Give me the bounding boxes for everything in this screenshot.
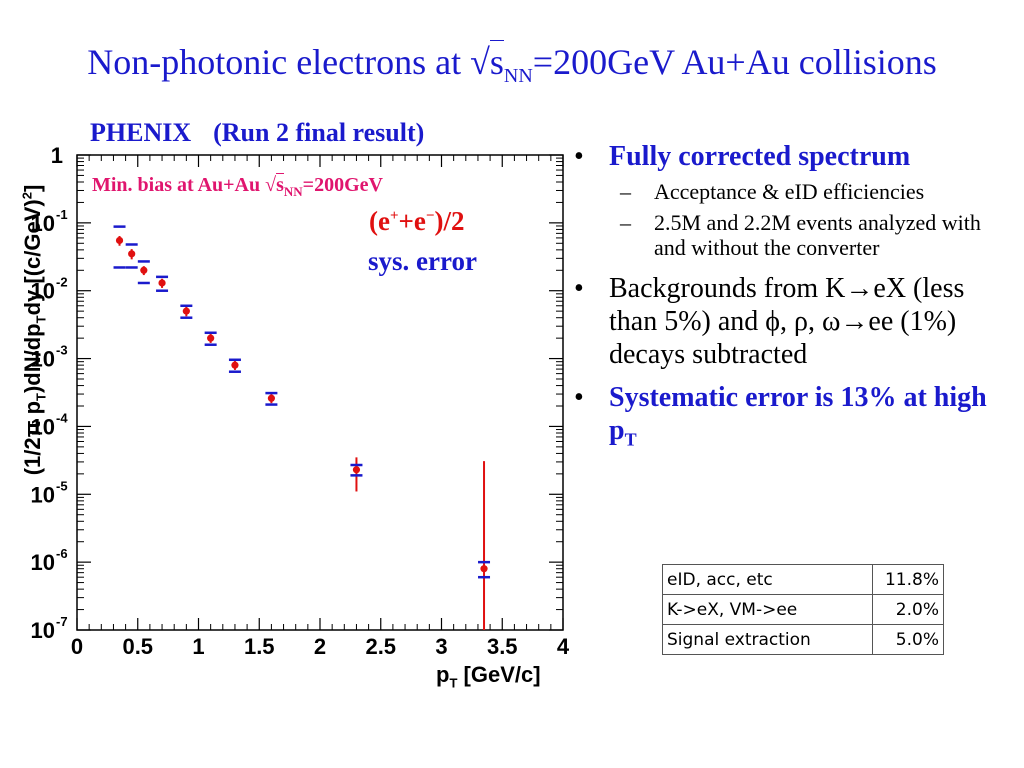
minbias-sqrt: √ — [265, 174, 277, 196]
table-cell-value: 2.0% — [872, 594, 944, 625]
data-point — [140, 266, 148, 274]
ylabel-sup: 2 — [19, 192, 35, 200]
y-tick-label: 10 — [31, 279, 55, 304]
sub-bullet-item: – Acceptance & eID efficiencies — [620, 179, 1014, 204]
ylabel-part: (1/2 — [19, 437, 45, 476]
systematics-table: eID, acc, etc 11.8% K->eX, VM->ee 2.0% S… — [662, 564, 944, 655]
ylabel-pi: π — [19, 420, 45, 438]
table-cell-name: Signal extraction — [662, 624, 873, 655]
y-tick-exponent: -5 — [56, 478, 68, 493]
bullet-marker: • — [574, 273, 584, 304]
table-row: K->eX, VM->ee 2.0% — [662, 594, 944, 625]
bullet-list: • Fully corrected spectrum – Acceptance … — [574, 140, 1014, 463]
bullet-item: • Fully corrected spectrum — [574, 140, 1014, 173]
minbias-s: s — [276, 173, 284, 196]
table-cell-name: eID, acc, etc — [662, 564, 873, 595]
x-tick-label: 0.5 — [122, 634, 153, 659]
legend-ee-minus: − — [425, 208, 435, 224]
chart-title: PHENIX (Run 2 final result) — [90, 118, 424, 148]
x-tick-label: 2.5 — [365, 634, 396, 659]
y-tick-exponent: -6 — [56, 546, 68, 561]
chart-title-run: (Run 2 final result) — [213, 118, 425, 147]
y-tick-label: 10 — [31, 347, 55, 372]
x-axis-label: pT [GeV/c] — [436, 662, 541, 690]
sqrt-symbol: √ — [470, 42, 490, 82]
ylabel-part: )dN/dp — [19, 323, 45, 394]
data-point — [231, 361, 239, 369]
dash-marker: – — [620, 210, 631, 235]
data-point — [128, 250, 136, 258]
y-tick-label: 10 — [31, 211, 55, 236]
data-point — [182, 307, 190, 315]
bullet-text-corrected: Fully corrected spectrum — [609, 141, 911, 172]
x-tick-label: 0 — [71, 634, 83, 659]
y-tick-label: 10 — [31, 482, 55, 507]
y-tick-label: 10 — [31, 550, 55, 575]
title-sub: NN — [503, 65, 533, 88]
title-s: s — [489, 40, 504, 82]
y-tick-exponent: -3 — [56, 343, 68, 358]
data-point — [115, 236, 124, 245]
sub-bullet-item: – 2.5M and 2.2M events analyzed with and… — [620, 210, 1014, 260]
table-cell-value: 11.8% — [872, 564, 944, 595]
legend-sys-error: sys. error — [368, 246, 477, 276]
sub-bullet-acceptance: Acceptance & eID efficiencies — [654, 179, 925, 204]
dash-marker: – — [620, 179, 631, 204]
xlabel-rest: [GeV/c] — [457, 662, 541, 687]
y-tick-exponent: -7 — [56, 614, 68, 629]
table-cell-value: 5.0% — [872, 624, 944, 655]
legend-ee-close: )/2 — [434, 206, 465, 236]
bullet-text-systematic: Systematic error is 13% at high p — [609, 382, 987, 446]
xlabel-p: p — [436, 662, 450, 687]
bullet-item: • Systematic error is 13% at high pT — [574, 381, 1014, 457]
bullet-item: • Backgrounds from K→eX (less than 5%) a… — [574, 272, 1014, 371]
bullet-text-backgrounds: Backgrounds from K→eX (less than 5%) and… — [609, 273, 965, 370]
slide-title: Non-photonic electrons at √sNN=200GeV Au… — [0, 40, 1024, 98]
title-prefix: Non-photonic electrons at — [87, 42, 471, 82]
data-point — [158, 279, 166, 287]
y-tick-label: 10 — [31, 618, 55, 643]
y-tick-label: 10 — [31, 414, 55, 439]
y-tick-exponent: -1 — [56, 207, 68, 222]
x-tick-label: 1 — [192, 634, 204, 659]
minbias-annotation: Min. bias at Au+Au √sNN=200GeV — [92, 173, 383, 200]
legend-ee-open: (e — [369, 206, 390, 236]
ylabel-sub: T — [33, 315, 49, 324]
ylabel-sub: T — [33, 393, 49, 401]
legend-ee-plus: + — [389, 208, 399, 224]
bullet-text-sub: T — [624, 429, 637, 450]
table-row: Signal extraction 5.0% — [662, 624, 944, 655]
ylabel-part: p — [19, 400, 45, 421]
minbias-prefix: Min. bias at Au+Au — [92, 174, 266, 196]
x-tick-label: 3.5 — [487, 634, 518, 659]
title-suffix: =200GeV Au+Au collisions — [532, 42, 937, 82]
minbias-sub: NN — [283, 184, 303, 199]
ylabel-part: ] — [19, 184, 45, 193]
legend-electrons: (e++e−)/2 — [369, 206, 464, 237]
bullet-marker: • — [574, 382, 584, 413]
sub-bullet-events: 2.5M and 2.2M events analyzed with and w… — [654, 210, 981, 260]
x-tick-label: 2 — [314, 634, 326, 659]
data-point — [267, 394, 275, 402]
minbias-suffix: =200GeV — [302, 174, 383, 196]
plot-frame — [76, 154, 564, 631]
xlabel-sub: T — [449, 675, 458, 691]
x-tick-label: 4 — [557, 634, 570, 659]
y-tick-exponent: -4 — [56, 410, 68, 425]
y-tick-label: 1 — [51, 143, 63, 168]
data-point — [352, 466, 361, 474]
y-axis-label: (1/2π pT)dN/dpTdy [(c/GeV)2] — [20, 185, 49, 476]
ylabel-part: dy [(c/GeV) — [19, 199, 45, 316]
x-tick-label: 1.5 — [244, 634, 275, 659]
legend-ee-mid: +e — [398, 206, 426, 236]
x-tick-label: 3 — [435, 634, 447, 659]
bullet-marker: • — [574, 141, 584, 172]
chart-title-experiment: PHENIX — [90, 118, 192, 147]
table-cell-name: K->eX, VM->ee — [662, 594, 873, 625]
y-tick-exponent: -2 — [56, 275, 68, 290]
table-row: eID, acc, etc 11.8% — [662, 564, 944, 595]
data-point — [480, 565, 488, 573]
data-point — [207, 334, 215, 342]
